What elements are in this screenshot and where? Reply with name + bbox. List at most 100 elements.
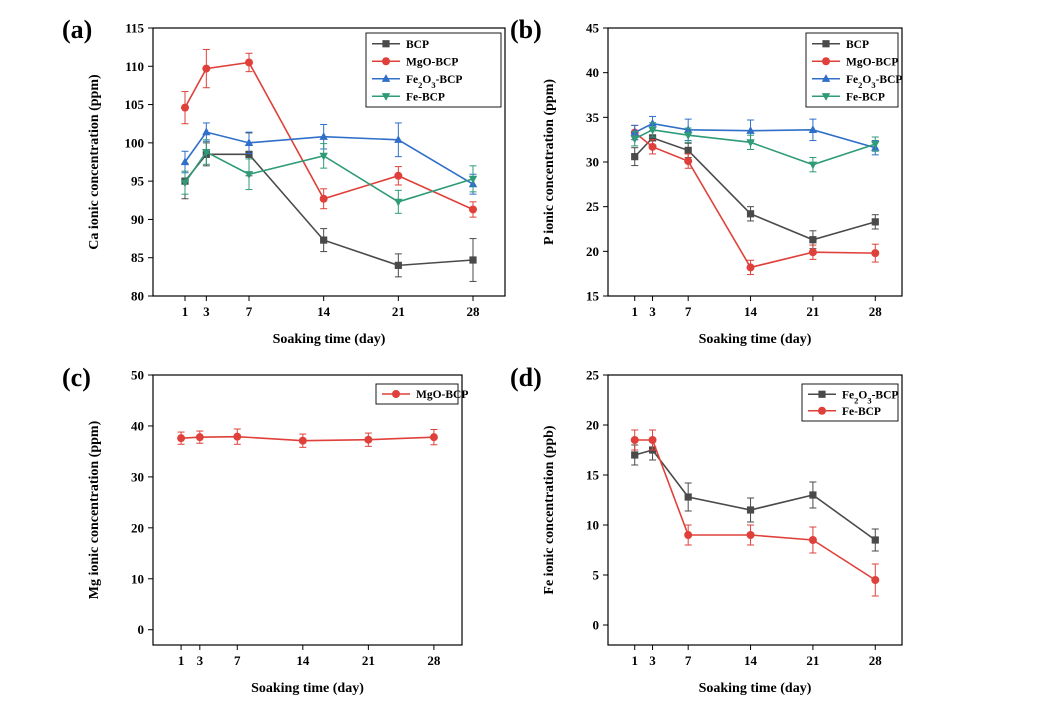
y-tick-label: 15 (586, 468, 600, 483)
data-point (180, 157, 190, 166)
data-point (394, 198, 403, 207)
x-tick-label: 21 (806, 653, 819, 668)
data-point (746, 531, 755, 539)
series-line (184, 131, 474, 185)
data-point (233, 432, 242, 441)
data-point (364, 435, 373, 444)
x-tick-label: 3 (649, 653, 656, 668)
legend-marker (382, 57, 390, 66)
data-point (202, 64, 211, 73)
legend-marker (822, 40, 830, 48)
data-point (469, 256, 477, 264)
data-point (648, 142, 657, 151)
panel-c: (c) 1 3 7 14 21 28 Soaking time (day) 0 10 20 30 40 5… (62, 363, 468, 696)
y-axis-title: Ca ionic concentration (ppm) (87, 74, 102, 250)
y-tick-label: 110 (125, 59, 144, 74)
x-tick-label: 14 (744, 653, 758, 668)
y-tick-label: 50 (131, 368, 144, 383)
series-line (634, 449, 876, 541)
data-point (809, 236, 817, 244)
series-line (634, 129, 876, 166)
y-tick-label: 30 (131, 469, 144, 484)
y-axis-title: Mg ionic concentration (ppm) (87, 420, 102, 599)
legend-marker (818, 406, 826, 415)
data-point (871, 218, 879, 226)
panel-label: (b) (510, 15, 542, 44)
data-point (468, 175, 478, 184)
data-point (202, 127, 211, 136)
data-point (648, 436, 657, 444)
data-point (746, 506, 755, 514)
data-point (394, 135, 403, 143)
legend-label: MgO-BCP (846, 56, 898, 68)
x-tick-label: 3 (197, 653, 204, 668)
legend-marker (381, 93, 391, 101)
data-point (808, 161, 818, 170)
series-line (634, 439, 876, 581)
series-line (634, 136, 876, 241)
legend-marker (821, 74, 831, 82)
data-point (871, 249, 880, 258)
series-fe2o3-bcp (631, 439, 879, 552)
y-tick-label: 10 (586, 518, 599, 533)
y-tick-label: 90 (131, 212, 144, 227)
data-point (808, 536, 817, 544)
y-axis-title: P ionic concentration (ppm) (542, 79, 557, 245)
plot-frame (152, 27, 506, 297)
series-mgo-bcp (181, 48, 477, 218)
y-tick-label: 25 (586, 368, 600, 383)
data-point (244, 171, 254, 179)
data-point (631, 153, 639, 161)
series-bcp (181, 132, 477, 282)
y-tick-label: 80 (131, 289, 144, 304)
legend-label: BCP (406, 39, 429, 51)
legend-label: BCP (846, 39, 869, 51)
legend-label: Fe-BCP (846, 91, 885, 103)
series-fe-bcp (630, 429, 880, 597)
data-point (245, 150, 253, 158)
data-point (808, 248, 817, 257)
data-point (319, 194, 328, 203)
x-axis-title: Soaking time (day) (699, 681, 812, 696)
data-point (181, 103, 189, 112)
data-point (320, 236, 328, 244)
legend-box (805, 32, 899, 108)
data-point (684, 146, 692, 154)
x-tick-label: 28 (467, 304, 481, 319)
data-point (871, 141, 880, 149)
series-bcp (631, 130, 879, 250)
legend-label: Fe-BCP (842, 406, 881, 418)
x-tick-label: 7 (234, 653, 241, 668)
legend-box (375, 383, 459, 405)
panel-b: (b) 1 3 7 14 21 28 Soaking time (day) 15 20 25 30 35… (510, 15, 903, 347)
data-point (746, 126, 755, 134)
data-point (808, 125, 818, 133)
series-line (181, 435, 434, 442)
data-point (394, 171, 403, 180)
plot-frame (152, 374, 463, 646)
series-fe-bcp (180, 139, 478, 214)
y-tick-label: 35 (586, 110, 600, 125)
data-point (202, 148, 211, 157)
legend: MgO-BCP (375, 383, 468, 405)
panel-label: (c) (62, 363, 91, 392)
series-fe2o3-bcp (630, 115, 880, 156)
series-mgo-bcp (630, 124, 880, 276)
y-tick-label: 0 (593, 618, 600, 633)
legend-marker (818, 390, 826, 398)
legend-marker (381, 74, 391, 82)
x-tick-label: 1 (631, 653, 638, 668)
data-point (394, 261, 402, 269)
x-tick-label: 14 (296, 653, 310, 668)
data-point (683, 132, 693, 140)
x-tick-label: 21 (362, 653, 375, 668)
data-point (298, 436, 307, 445)
y-tick-label: 95 (131, 174, 145, 189)
legend-label: Fe2O3-BCP (406, 74, 462, 90)
data-point (684, 493, 692, 501)
series-line (184, 151, 474, 203)
y-tick-label: 0 (138, 622, 145, 637)
